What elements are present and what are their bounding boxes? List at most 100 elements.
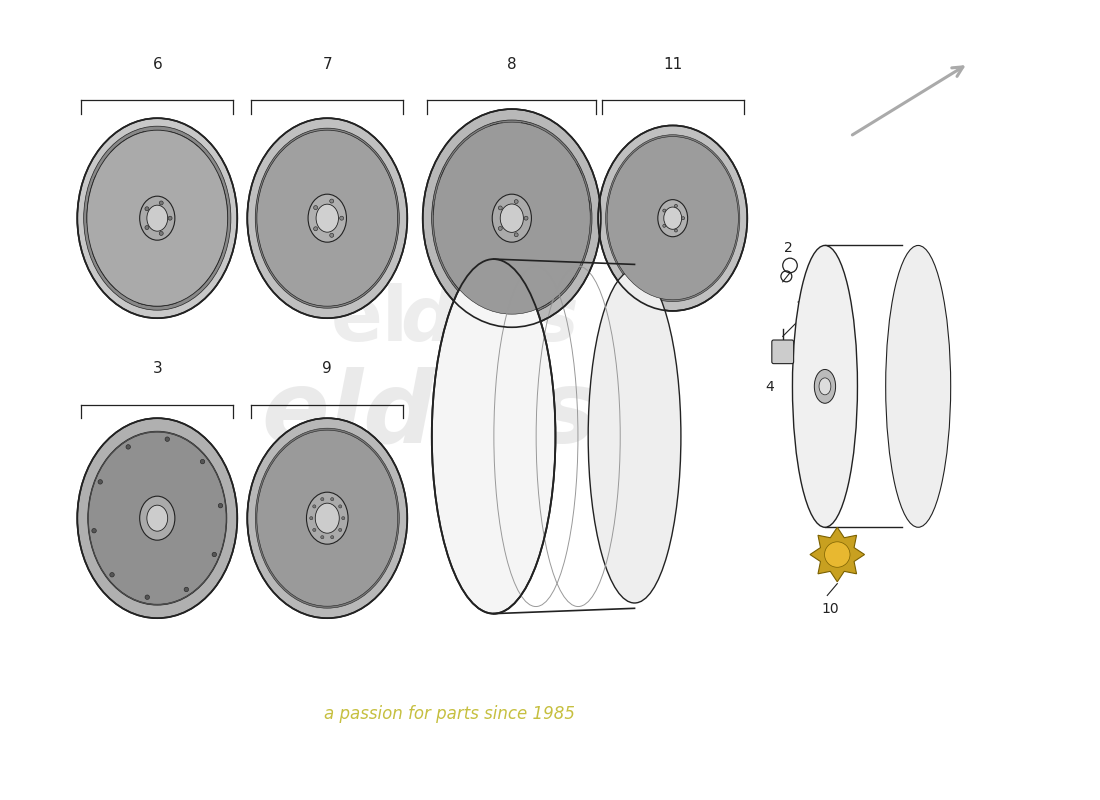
Ellipse shape — [886, 246, 950, 527]
Circle shape — [498, 206, 503, 210]
Polygon shape — [173, 499, 220, 514]
Text: el: el — [331, 283, 409, 357]
Polygon shape — [516, 125, 534, 198]
Polygon shape — [334, 138, 368, 201]
Polygon shape — [170, 526, 216, 561]
Polygon shape — [334, 238, 358, 298]
Polygon shape — [329, 131, 336, 196]
Text: eldiós: eldiós — [262, 367, 598, 465]
Polygon shape — [337, 446, 371, 502]
Circle shape — [663, 209, 666, 212]
Circle shape — [515, 200, 518, 203]
Polygon shape — [142, 538, 154, 597]
Polygon shape — [94, 176, 145, 210]
Polygon shape — [172, 177, 227, 223]
Polygon shape — [110, 131, 155, 205]
Polygon shape — [257, 208, 310, 229]
Polygon shape — [319, 240, 326, 305]
Polygon shape — [138, 235, 154, 304]
Polygon shape — [300, 540, 323, 602]
Polygon shape — [297, 138, 320, 198]
Circle shape — [200, 459, 205, 464]
Polygon shape — [686, 214, 737, 218]
Polygon shape — [286, 138, 320, 201]
Polygon shape — [676, 233, 703, 294]
Polygon shape — [518, 238, 550, 309]
Polygon shape — [474, 238, 504, 304]
Polygon shape — [341, 227, 392, 270]
Polygon shape — [481, 235, 503, 269]
Polygon shape — [268, 462, 312, 506]
Text: 9: 9 — [322, 362, 332, 376]
Polygon shape — [344, 208, 397, 229]
Polygon shape — [94, 519, 142, 536]
Polygon shape — [141, 131, 155, 201]
Polygon shape — [341, 230, 385, 270]
Polygon shape — [441, 165, 497, 209]
Polygon shape — [270, 166, 314, 206]
Polygon shape — [166, 225, 222, 290]
Polygon shape — [142, 538, 156, 598]
Polygon shape — [165, 534, 195, 585]
Polygon shape — [518, 238, 541, 309]
Polygon shape — [812, 270, 824, 366]
Ellipse shape — [820, 378, 830, 395]
Polygon shape — [263, 227, 313, 270]
Ellipse shape — [257, 430, 398, 606]
Text: 10: 10 — [822, 602, 839, 616]
Circle shape — [184, 587, 188, 592]
Polygon shape — [94, 503, 142, 518]
Ellipse shape — [316, 503, 339, 533]
Circle shape — [331, 536, 333, 539]
Polygon shape — [341, 230, 385, 270]
Polygon shape — [683, 171, 730, 211]
Polygon shape — [334, 236, 368, 298]
Polygon shape — [329, 131, 336, 196]
Polygon shape — [619, 171, 662, 209]
Text: 2: 2 — [784, 241, 793, 254]
Circle shape — [321, 536, 323, 539]
Polygon shape — [165, 535, 191, 588]
Polygon shape — [683, 171, 730, 211]
Polygon shape — [621, 228, 662, 268]
Polygon shape — [297, 138, 320, 198]
Ellipse shape — [663, 207, 682, 230]
Polygon shape — [674, 139, 692, 202]
Polygon shape — [337, 146, 368, 201]
Polygon shape — [608, 203, 660, 218]
Polygon shape — [309, 434, 323, 495]
Circle shape — [498, 226, 503, 230]
Polygon shape — [268, 462, 315, 507]
Polygon shape — [529, 211, 591, 218]
Polygon shape — [300, 434, 323, 496]
Polygon shape — [261, 486, 309, 512]
Polygon shape — [158, 442, 165, 498]
Polygon shape — [170, 526, 213, 558]
Ellipse shape — [307, 492, 348, 544]
Ellipse shape — [248, 118, 407, 318]
Polygon shape — [87, 176, 145, 223]
Polygon shape — [284, 535, 318, 590]
Polygon shape — [529, 211, 591, 218]
Polygon shape — [170, 475, 212, 510]
Polygon shape — [514, 123, 534, 198]
Polygon shape — [319, 240, 326, 305]
Polygon shape — [343, 486, 394, 513]
Polygon shape — [124, 444, 152, 501]
Circle shape — [825, 542, 850, 567]
Polygon shape — [653, 139, 671, 202]
Polygon shape — [258, 510, 308, 517]
Polygon shape — [642, 233, 669, 294]
Polygon shape — [334, 138, 368, 201]
Ellipse shape — [422, 109, 601, 327]
Polygon shape — [812, 407, 824, 502]
Polygon shape — [491, 123, 509, 198]
Polygon shape — [331, 540, 354, 602]
Polygon shape — [474, 238, 504, 304]
Polygon shape — [682, 230, 718, 276]
Polygon shape — [676, 234, 695, 294]
Polygon shape — [649, 231, 666, 258]
Polygon shape — [527, 165, 583, 209]
Polygon shape — [686, 203, 737, 218]
Polygon shape — [509, 158, 515, 197]
